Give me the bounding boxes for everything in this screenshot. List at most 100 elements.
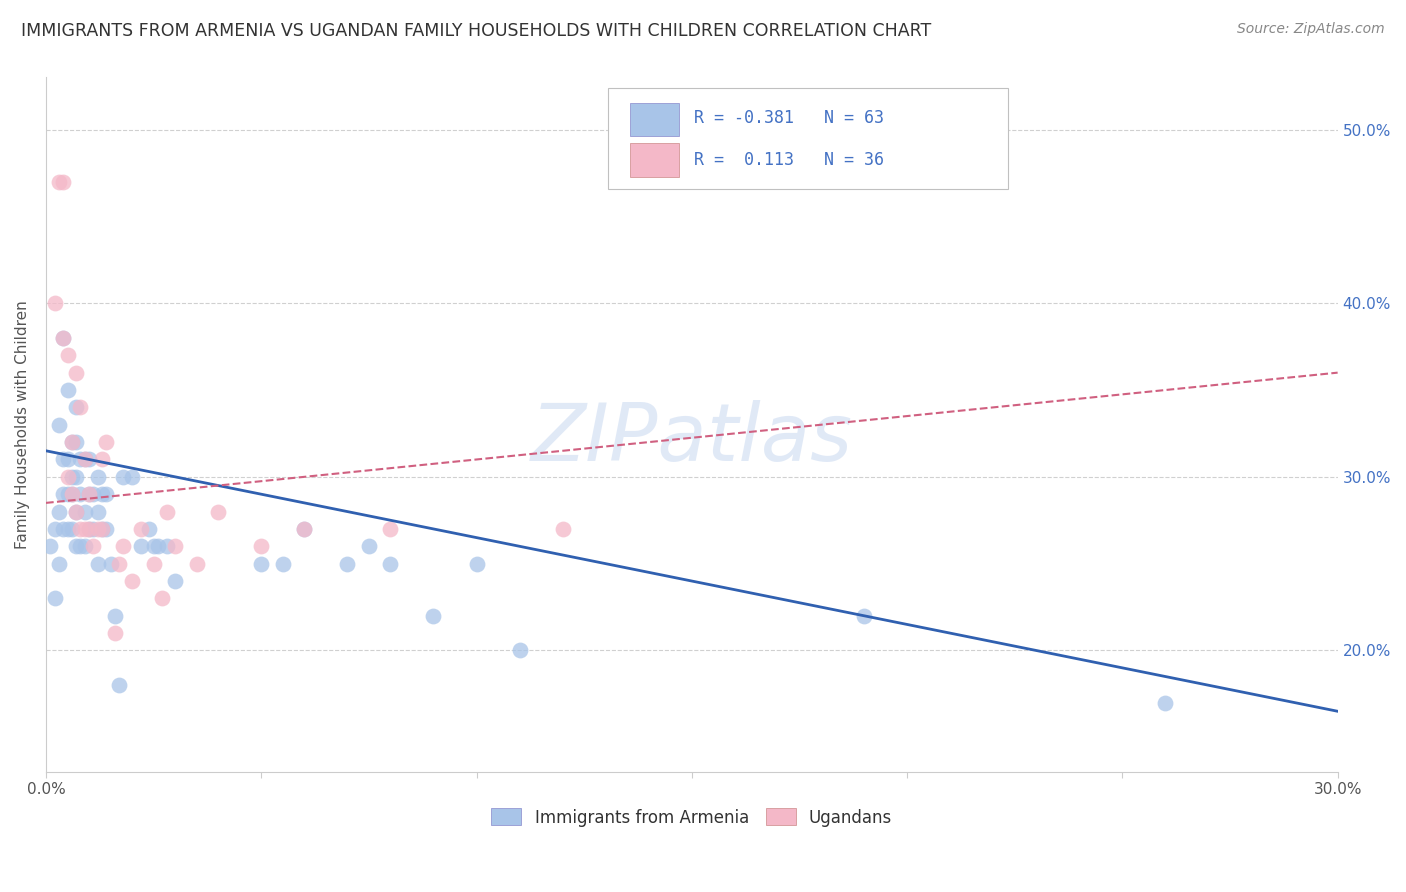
Point	[60, 435, 83, 450]
Point	[69, 522, 91, 536]
Point	[142, 539, 165, 553]
Point	[129, 539, 152, 553]
Point	[853, 608, 876, 623]
Point	[146, 539, 169, 553]
Point	[150, 591, 173, 606]
Point	[65, 470, 87, 484]
Point	[82, 522, 104, 536]
Point	[104, 626, 127, 640]
Point	[292, 522, 315, 536]
Point	[138, 522, 160, 536]
Point	[44, 522, 66, 536]
Point	[155, 539, 177, 553]
Point	[56, 487, 79, 501]
Point	[91, 487, 114, 501]
Point	[48, 557, 70, 571]
Point	[48, 175, 70, 189]
Point	[60, 470, 83, 484]
Point	[250, 539, 273, 553]
Point	[60, 487, 83, 501]
FancyBboxPatch shape	[630, 144, 679, 177]
Point	[69, 401, 91, 415]
Point	[77, 522, 100, 536]
Point	[96, 522, 118, 536]
Point	[86, 505, 108, 519]
Point	[422, 608, 444, 623]
Point	[551, 522, 574, 536]
Point	[91, 522, 114, 536]
Point	[86, 470, 108, 484]
Point	[69, 452, 91, 467]
Point	[112, 470, 135, 484]
Point	[44, 591, 66, 606]
Point	[73, 452, 96, 467]
Point	[60, 522, 83, 536]
Point	[60, 487, 83, 501]
Point	[77, 487, 100, 501]
Point	[96, 435, 118, 450]
Text: R =  0.113   N = 36: R = 0.113 N = 36	[695, 151, 884, 169]
Point	[207, 505, 229, 519]
FancyBboxPatch shape	[630, 103, 679, 136]
Legend: Immigrants from Armenia, Ugandans: Immigrants from Armenia, Ugandans	[485, 802, 898, 833]
Point	[292, 522, 315, 536]
Point	[155, 505, 177, 519]
Point	[121, 574, 143, 588]
Point	[112, 539, 135, 553]
Point	[91, 522, 114, 536]
Point	[52, 331, 75, 345]
Point	[380, 557, 402, 571]
Point	[73, 539, 96, 553]
Point	[69, 539, 91, 553]
Point	[509, 643, 531, 657]
Point	[52, 522, 75, 536]
Point	[129, 522, 152, 536]
Point	[52, 331, 75, 345]
Point	[82, 539, 104, 553]
Point	[56, 522, 79, 536]
Point	[336, 557, 359, 571]
Point	[52, 487, 75, 501]
Point	[77, 522, 100, 536]
Point	[380, 522, 402, 536]
Point	[69, 487, 91, 501]
Point	[48, 505, 70, 519]
Text: IMMIGRANTS FROM ARMENIA VS UGANDAN FAMILY HOUSEHOLDS WITH CHILDREN CORRELATION C: IMMIGRANTS FROM ARMENIA VS UGANDAN FAMIL…	[21, 22, 931, 40]
Point	[165, 574, 187, 588]
Point	[56, 452, 79, 467]
Point	[82, 487, 104, 501]
Point	[65, 366, 87, 380]
Text: R = -0.381   N = 63: R = -0.381 N = 63	[695, 110, 884, 128]
Point	[77, 487, 100, 501]
Point	[56, 470, 79, 484]
Point	[39, 539, 62, 553]
Text: Source: ZipAtlas.com: Source: ZipAtlas.com	[1237, 22, 1385, 37]
Point	[48, 417, 70, 432]
Point	[271, 557, 294, 571]
Point	[86, 557, 108, 571]
Point	[96, 487, 118, 501]
Point	[186, 557, 208, 571]
Point	[65, 401, 87, 415]
Point	[65, 435, 87, 450]
Point	[104, 608, 127, 623]
Point	[1154, 696, 1177, 710]
FancyBboxPatch shape	[607, 87, 1008, 188]
Point	[73, 505, 96, 519]
Point	[465, 557, 488, 571]
Point	[108, 557, 131, 571]
Point	[357, 539, 380, 553]
Point	[142, 557, 165, 571]
Point	[73, 522, 96, 536]
Point	[73, 452, 96, 467]
Point	[56, 348, 79, 362]
Point	[86, 522, 108, 536]
Point	[77, 452, 100, 467]
Point	[52, 175, 75, 189]
Point	[250, 557, 273, 571]
Point	[65, 505, 87, 519]
Point	[65, 505, 87, 519]
Point	[100, 557, 122, 571]
Text: ZIPatlas: ZIPatlas	[530, 400, 853, 477]
Y-axis label: Family Households with Children: Family Households with Children	[15, 301, 30, 549]
